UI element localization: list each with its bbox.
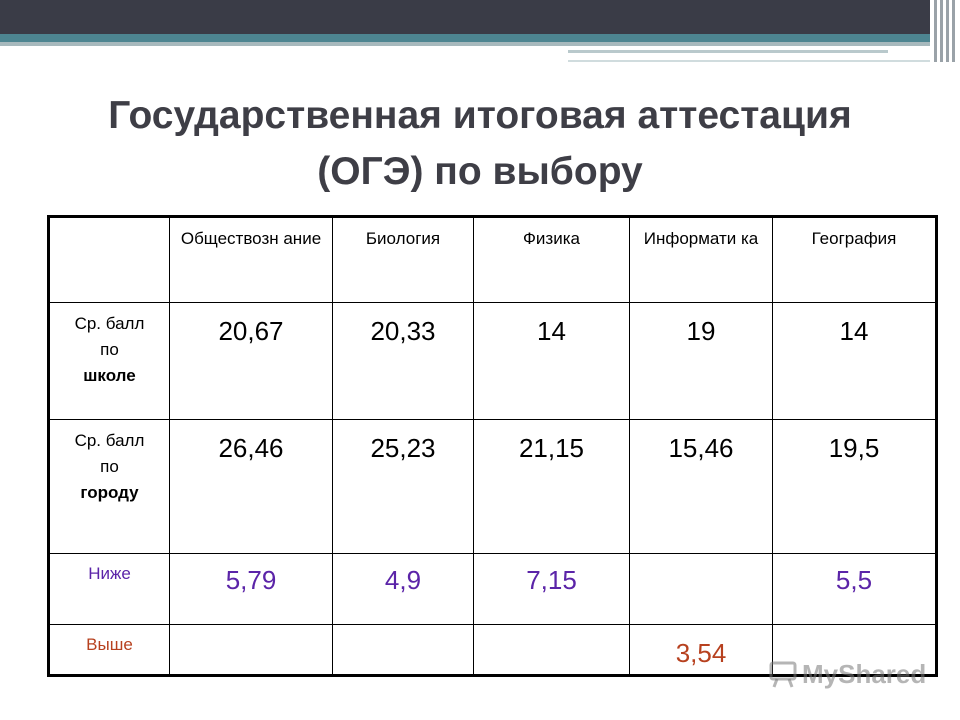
- slide-title: Государственная итоговая аттестация (ОГЭ…: [40, 88, 920, 200]
- table-header-cell: Обществозн ание: [169, 216, 333, 303]
- row-label-lower: Ниже: [48, 553, 170, 625]
- row-label-school: Ср. балл по школе: [48, 302, 170, 420]
- table-cell: 20,67: [169, 302, 333, 420]
- table-row: Ср. балл по школе 20,67 20,33 14 19 14: [48, 302, 937, 420]
- table-cell: [332, 624, 474, 676]
- table-cell: 26,46: [169, 419, 333, 554]
- row-label-line: Ср. балл: [74, 431, 145, 450]
- table-row: Ср. балл по городу 26,46 25,23 21,15 15,…: [48, 419, 937, 554]
- row-label-line: городу: [80, 483, 139, 502]
- table-cell: 14: [473, 302, 630, 420]
- presentation-board-icon: [769, 661, 797, 688]
- table-cell: 15,46: [629, 419, 773, 554]
- table-header-cell: Биология: [332, 216, 474, 303]
- table-cell: 4,9: [332, 553, 474, 625]
- table-cell: 3,54: [629, 624, 773, 676]
- table-header-corner: [48, 216, 170, 303]
- table-cell: 19: [629, 302, 773, 420]
- table-cell: 7,15: [473, 553, 630, 625]
- table-cell: [473, 624, 630, 676]
- table-header-row: Обществозн ание Биология Физика Информат…: [48, 216, 937, 303]
- table-cell: 5,79: [169, 553, 333, 625]
- row-label-line: по: [100, 457, 119, 476]
- slide-title-line2: (ОГЭ) по выбору: [317, 150, 643, 193]
- watermark-text: MyShared: [802, 658, 927, 689]
- table-header-cell: Физика: [473, 216, 630, 303]
- slide-corner-stripes: [930, 0, 960, 62]
- table-cell: 19,5: [772, 419, 937, 554]
- table-header-cell: Информати ка: [629, 216, 773, 303]
- table-header-cell: География: [772, 216, 937, 303]
- table-cell: [772, 624, 937, 676]
- row-label-line: школе: [83, 366, 136, 385]
- results-table: Обществозн ание Биология Физика Информат…: [47, 215, 938, 677]
- table-cell: 14: [772, 302, 937, 420]
- slide-accent-bar: [0, 34, 930, 42]
- table-cell: 5,5: [772, 553, 937, 625]
- slide-deco-line: [568, 50, 888, 53]
- watermark: MyShared: [768, 656, 926, 692]
- row-label-line: по: [100, 340, 119, 359]
- slide-title-line1: Государственная итоговая аттестация: [108, 94, 852, 137]
- table-cell: [629, 553, 773, 625]
- slide-top-bar: [0, 0, 960, 34]
- table-row: Ниже 5,79 4,9 7,15 5,5: [48, 553, 937, 625]
- row-label-city: Ср. балл по городу: [48, 419, 170, 554]
- table-cell: 21,15: [473, 419, 630, 554]
- table-cell: [169, 624, 333, 676]
- row-label-higher: Выше: [48, 624, 170, 676]
- table-cell: 25,23: [332, 419, 474, 554]
- slide-deco-line: [568, 60, 930, 62]
- table-row: Выше 3,54: [48, 624, 937, 676]
- slide-accent-strip: [0, 42, 930, 46]
- table-cell: 20,33: [332, 302, 474, 420]
- row-label-line: Ср. балл: [74, 314, 145, 333]
